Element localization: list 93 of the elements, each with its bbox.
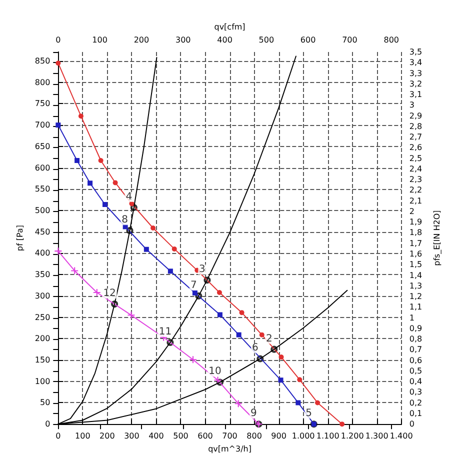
x-tick-label: 1.300: [365, 432, 388, 441]
y-tick-label: 450: [34, 227, 50, 236]
annotation: 8: [122, 214, 128, 226]
y-tick-label: 600: [34, 163, 50, 172]
y2-tick-label: 3,5: [409, 48, 422, 56]
y2-tick-label: 0,1: [409, 408, 422, 418]
annotation: 5: [306, 408, 312, 420]
y2-tick-label: 3: [409, 100, 414, 110]
y2-tick-label: 3,4: [409, 58, 422, 68]
annotation: 6: [252, 342, 258, 354]
x-tick-label: 800: [246, 432, 262, 441]
y-tick-label: 500: [34, 206, 50, 215]
x-axis-title: qv[m^3/h]: [208, 444, 252, 454]
y2-tick-label: 0,9: [409, 324, 422, 333]
y2-tick-label: 2,3: [409, 175, 422, 184]
y2-tick-label: 0,8: [409, 334, 422, 344]
y2-tick-label: 1,5: [409, 260, 422, 270]
annotation: 12: [103, 288, 116, 300]
annotation: 7: [190, 280, 197, 291]
y2-tick-label: 0,3: [409, 388, 422, 397]
y2-tick-label: 3,2: [409, 79, 422, 88]
x-tick-label: 1.400: [390, 432, 413, 441]
y-tick-label: 400: [34, 248, 50, 258]
y2-tick-label: 2,2: [409, 186, 422, 195]
annotation: 4: [126, 192, 132, 203]
y2-tick-label: 2,1: [409, 196, 422, 206]
y2-tick-label: 1: [409, 313, 414, 322]
x2-tick-label: 700: [342, 36, 358, 44]
annotation: 3: [199, 264, 206, 276]
x2-tick-label: 100: [92, 36, 108, 44]
x2-tick-label: 0: [56, 36, 61, 44]
y2-tick-label: 0,7: [409, 345, 422, 354]
x2-tick-label: 800: [384, 36, 400, 44]
y2-tick-label: 1,1: [409, 302, 422, 312]
y2-tick-label: 2,9: [409, 111, 422, 120]
y2-tick-label: 0,2: [409, 398, 422, 408]
y2-tick-label: 2: [409, 206, 414, 216]
annotation: 9: [250, 408, 257, 420]
y2-tick-label: 1,7: [409, 238, 422, 248]
y2-tick-label: 2,4: [409, 164, 422, 174]
y2-tick-label: 1,6: [409, 249, 422, 258]
y-tick-label: 700: [34, 120, 50, 130]
y2-tick-label: 1,4: [409, 270, 422, 280]
y2-tick-label: 1,8: [409, 228, 422, 238]
y2-tick-label: 0,5: [409, 366, 422, 376]
x-tick-label: 700: [222, 432, 238, 441]
x-tick-label: 1.200: [340, 432, 364, 441]
y-tick-label: 50: [40, 398, 50, 408]
y-tick-label: 150: [34, 356, 50, 365]
y2-tick-label: 3,1: [409, 90, 422, 100]
x2-tick-label: 600: [300, 36, 316, 44]
y2-tick-label: 1,9: [409, 218, 422, 227]
x-tick-label: 400: [148, 432, 164, 441]
y2-tick-label: 1,2: [409, 292, 422, 302]
y2-axis-title: pfs_E[IN H2O]: [432, 210, 442, 266]
annotation: 2: [266, 333, 272, 344]
x2-tick-label: 400: [217, 36, 232, 44]
x2-tick-label: 300: [175, 36, 191, 44]
y2-tick-label: 2,7: [409, 132, 422, 142]
y2-tick-label: 2,5: [409, 154, 422, 163]
x2-axis-title: qv[cfm]: [214, 22, 246, 32]
x-tick-label: 100: [75, 432, 90, 441]
y-tick-label: 250: [34, 312, 50, 322]
x-tick-label: 1.000: [292, 432, 315, 441]
x-tick-label: 300: [124, 432, 140, 441]
x-tick-label: 600: [198, 432, 213, 441]
y-tick-label: 200: [34, 334, 50, 344]
y2-tick-label: 0,4: [409, 377, 422, 386]
y2-tick-label: 1,3: [409, 281, 422, 290]
y2-tick-label: 3,3: [409, 68, 422, 78]
y-tick-label: 750: [34, 99, 50, 108]
y-tick-label: 100: [34, 376, 50, 386]
y-axis-title: pf [Pa]: [16, 225, 24, 252]
y-tick-label: 850: [34, 56, 50, 66]
y-tick-label: 550: [34, 184, 50, 194]
y2-tick-label: 2,6: [409, 143, 422, 152]
y-tick-label: 0: [45, 420, 50, 429]
x-tick-label: 200: [100, 432, 115, 441]
annotation: 11: [158, 326, 172, 338]
x2-tick-label: 500: [258, 36, 274, 44]
y2-tick-label: 0,6: [409, 356, 422, 365]
y-tick-label: 800: [34, 78, 50, 87]
y-tick-label: 350: [34, 270, 50, 280]
y-tick-label: 300: [34, 291, 50, 300]
x2-tick-label: 200: [134, 36, 150, 44]
y2-tick-label: 0: [409, 420, 414, 429]
x-tick-label: 500: [173, 432, 188, 441]
y-tick-label: 650: [34, 142, 50, 151]
x-tick-label: 1.100: [316, 432, 340, 441]
x-tick-label: 0: [56, 432, 61, 441]
y2-tick-label: 2,8: [409, 122, 422, 131]
x-tick-label: 900: [271, 432, 286, 441]
annotation: 10: [208, 366, 222, 378]
